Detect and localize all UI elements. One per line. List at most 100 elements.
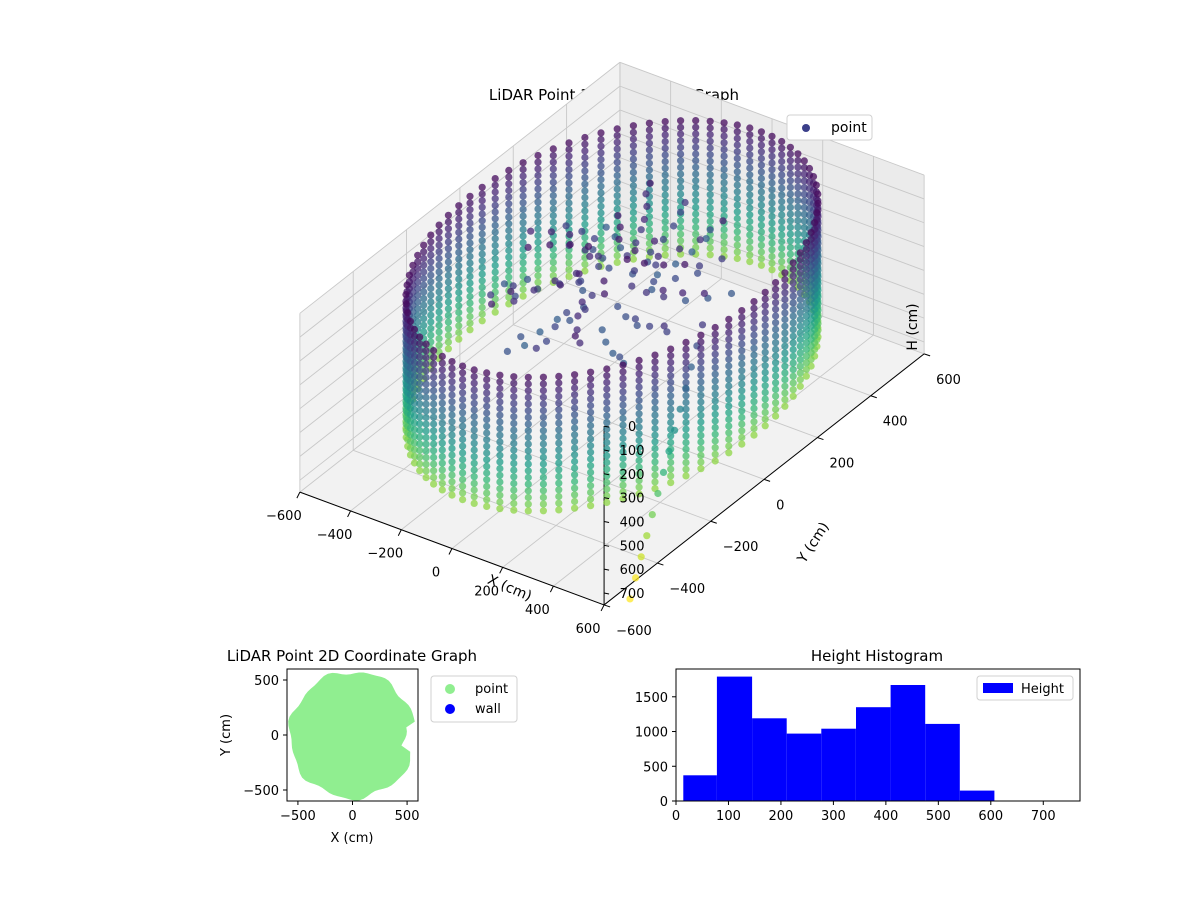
point-3d [438,459,446,467]
point-3d [682,418,690,427]
point-3d [435,221,443,229]
point-3d [667,458,675,467]
point-3d [510,486,518,494]
point-3d [534,165,542,173]
point-3d [781,309,789,317]
point-3d [571,377,579,385]
point-3d [448,484,456,493]
point-3d [720,159,728,167]
point-3d [631,247,639,255]
point-3d [505,233,513,241]
point-3d [619,475,627,483]
point-3d [466,272,474,280]
point-3d [796,362,804,370]
point-3d [796,302,804,310]
point-3d [416,460,424,468]
point-3d [667,438,675,447]
point-3d [430,353,438,361]
point-3d [466,292,474,301]
point-3d [692,150,700,158]
point-3d [733,154,741,162]
point-3d [534,192,542,200]
point-3d [565,252,573,260]
point-3d [720,192,728,200]
point-3d [549,178,557,186]
y-tick-label-2d: 0 [271,729,279,744]
point-3d [496,465,504,473]
title-histogram: Height Histogram [811,647,943,665]
point-3d [555,432,563,440]
point-3d [597,236,605,244]
point-3d [565,152,573,160]
point-3d [697,431,705,439]
point-3d [711,384,719,392]
point-3d [510,399,518,407]
point-3d [654,489,662,498]
point-3d [631,315,640,323]
point-3d [778,238,786,246]
point-3d [677,190,685,198]
point-3d [566,230,574,239]
point-3d [420,288,428,296]
point-3d [524,387,532,395]
point-3d [416,406,424,415]
point-3d [566,240,574,249]
point-3d [416,420,424,428]
point-3d [466,226,474,234]
point-3d [470,399,478,407]
point-3d [697,438,705,446]
point-3d [702,235,710,243]
x-tick-3d [448,548,453,555]
point-3d [667,418,675,427]
point-3d [420,321,428,329]
point-3d [613,158,621,166]
point-3d [420,295,428,303]
point-3d [700,289,709,297]
point-3d [448,391,456,399]
point-3d [768,219,776,227]
z-tick-label-3d: 700 [620,587,645,602]
point-3d [802,252,810,260]
point-3d [549,158,557,166]
point-3d [802,319,810,327]
title-2d: LiDAR Point 2D Coordinate Graph [227,647,477,665]
point-3d [796,349,804,357]
point-3d [438,366,446,374]
point-3d [761,422,769,430]
point-3d [555,399,563,407]
point-3d [483,409,491,417]
point-3d [565,272,573,280]
point-3d [692,130,700,138]
point-3d [750,331,758,339]
point-3d [444,211,452,219]
point-3d [553,315,561,323]
point-3d [435,308,443,316]
point-3d [565,179,573,187]
point-3d [772,332,780,340]
point-3d [416,366,424,374]
point-3d [711,410,719,418]
point-3d [643,202,651,210]
point-3d [645,153,654,161]
point-3d [534,185,542,193]
point-3d [427,291,435,299]
point-3d [539,467,548,475]
point-3d [581,133,589,142]
histogram-bar [683,775,717,801]
point-3d [642,190,650,198]
point-3d [587,368,595,376]
point-3d [534,158,542,166]
point-3d [642,288,651,297]
point-3d [720,125,728,133]
point-3d [772,339,780,347]
point-3d [470,386,478,394]
point-3d [587,442,595,450]
point-3d [487,291,495,299]
point-3d [613,145,621,153]
point-3d [565,259,573,267]
point-3d [587,495,595,503]
point-3d [802,259,810,267]
point-3d [635,483,643,491]
point-3d [539,420,548,428]
